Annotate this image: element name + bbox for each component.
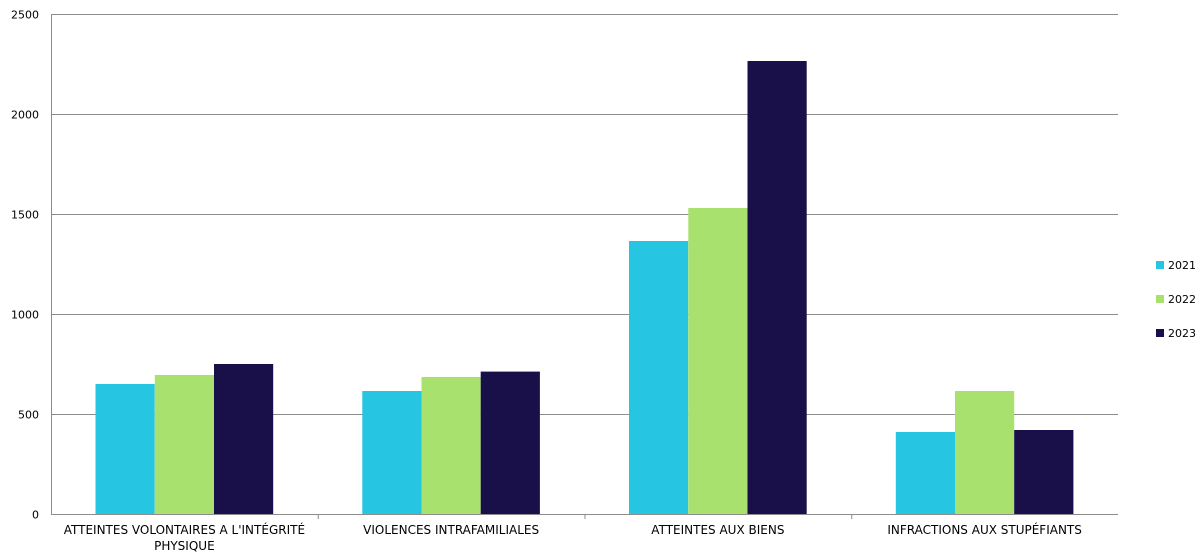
axes (51, 14, 1118, 519)
bar-2023-cat4 (1014, 430, 1074, 514)
x-tick-label-1: ATTEINTES VOLONTAIRES A L'INTÉGRITÉ (64, 522, 305, 537)
y-tick-label-2000: 2000 (11, 109, 39, 122)
bar-2022-cat4 (955, 391, 1015, 514)
legend-swatch-2022 (1156, 295, 1164, 303)
y-axis-ticks: 0 500 1000 1500 2000 2500 (11, 9, 39, 522)
y-tick-label-1000: 1000 (11, 309, 39, 322)
legend-swatch-2023 (1156, 329, 1164, 337)
legend-label-2021: 2021 (1168, 259, 1196, 272)
gridlines (51, 14, 1118, 415)
legend: 2021 2022 2023 (1156, 259, 1196, 340)
y-tick-label-1500: 1500 (11, 209, 39, 222)
bar-2022-cat2 (421, 377, 481, 514)
x-tick-label-1-line2: PHYSIQUE (154, 539, 215, 553)
bars (95, 61, 1074, 514)
bar-2021-cat3 (629, 241, 689, 514)
bar-2023-cat2 (480, 371, 540, 514)
y-tick-label-0: 0 (32, 509, 39, 522)
bar-2022-cat1 (154, 375, 214, 514)
bar-2023-cat1 (214, 364, 274, 514)
x-tick-label-4: INFRACTIONS AUX STUPÉFIANTS (887, 522, 1082, 537)
legend-label-2022: 2022 (1168, 293, 1196, 306)
bar-2021-cat2 (362, 391, 422, 514)
legend-swatch-2021 (1156, 261, 1164, 269)
x-tick-label-2: VIOLENCES INTRAFAMILIALES (363, 523, 539, 537)
bar-2021-cat4 (895, 432, 955, 514)
y-tick-label-500: 500 (18, 409, 39, 422)
x-axis-labels: ATTEINTES VOLONTAIRES A L'INTÉGRITÉ PHYSI… (64, 522, 1082, 553)
legend-label-2023: 2023 (1168, 327, 1196, 340)
x-tick-label-3: ATTEINTES AUX BIENS (651, 523, 784, 537)
bar-2023-cat3 (747, 61, 807, 514)
bar-2022-cat3 (688, 208, 748, 514)
y-tick-label-2500: 2500 (11, 9, 39, 22)
bar-2021-cat1 (95, 384, 155, 514)
